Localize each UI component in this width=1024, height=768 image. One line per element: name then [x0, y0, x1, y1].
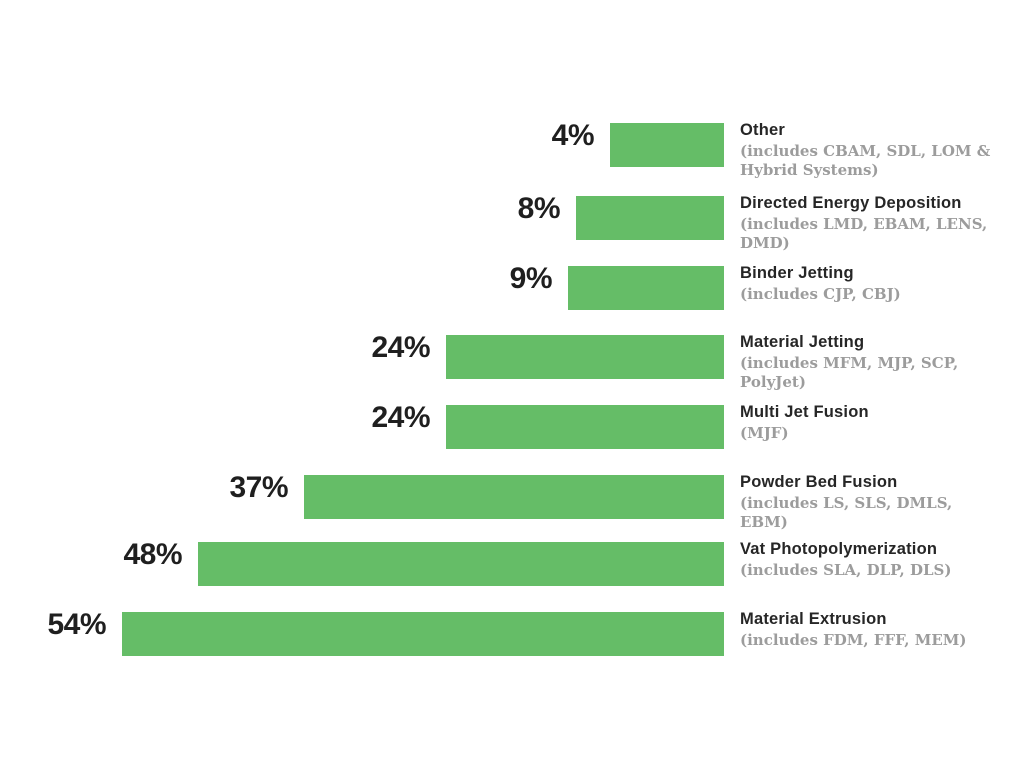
- bar-track: 8%: [0, 192, 724, 240]
- category-label: Directed Energy Deposition (includes LMD…: [740, 194, 1002, 253]
- category-subtitle: (includes MFM, MJP, SCP, PolyJet): [740, 354, 959, 391]
- value-label: 24%: [371, 331, 430, 364]
- value-label: 8%: [517, 192, 561, 225]
- bar-row-material-jetting: 24% Material Jetting (includes MFM, MJP,…: [0, 331, 1024, 392]
- category-title: Material Extrusion: [740, 610, 887, 628]
- category-label: Material Extrusion (includes FDM, FFF, M…: [740, 610, 1002, 650]
- category-subtitle: (includes FDM, FFF, MEM): [740, 631, 967, 649]
- category-label: Vat Photopolymerization (includes SLA, D…: [740, 540, 1002, 580]
- bar-track: 54%: [0, 608, 724, 656]
- category-subtitle: (includes CJP, CBJ): [740, 285, 901, 303]
- bar: [576, 196, 724, 240]
- bar: [446, 335, 724, 379]
- category-label: Multi Jet Fusion (MJF): [740, 403, 1002, 443]
- category-title: Binder Jetting: [740, 264, 854, 282]
- category-title: Vat Photopolymerization: [740, 540, 938, 558]
- bar-row-vat-photopolymerization: 48% Vat Photopolymerization (includes SL…: [0, 538, 1024, 586]
- bar-track: 24%: [0, 331, 724, 379]
- bar-track: 48%: [0, 538, 724, 586]
- bar: [304, 475, 724, 519]
- value-label: 48%: [123, 538, 182, 571]
- category-label: Binder Jetting (includes CJP, CBJ): [740, 264, 1002, 304]
- bar: [446, 405, 724, 449]
- bar: [198, 542, 724, 586]
- category-title: Multi Jet Fusion: [740, 403, 869, 421]
- category-subtitle: (includes SLA, DLP, DLS): [740, 561, 952, 579]
- category-title: Directed Energy Deposition: [740, 194, 962, 212]
- category-title: Material Jetting: [740, 333, 865, 351]
- value-label: 24%: [371, 401, 430, 434]
- bar-track: 24%: [0, 401, 724, 449]
- value-label: 4%: [551, 119, 595, 152]
- bar-row-other: 4% Other (includes CBAM, SDL, LOM & Hybr…: [0, 119, 1024, 180]
- bar-row-multi-jet-fusion: 24% Multi Jet Fusion (MJF): [0, 401, 1024, 449]
- bar-row-material-extrusion: 54% Material Extrusion (includes FDM, FF…: [0, 608, 1024, 656]
- bar-track: 37%: [0, 471, 724, 519]
- category-label: Powder Bed Fusion (includes LS, SLS, DML…: [740, 473, 1002, 532]
- category-title: Powder Bed Fusion: [740, 473, 898, 491]
- bar: [122, 612, 724, 656]
- category-label: Material Jetting (includes MFM, MJP, SCP…: [740, 333, 1002, 392]
- category-label: Other (includes CBAM, SDL, LOM & Hybrid …: [740, 121, 1002, 180]
- bar: [610, 123, 724, 167]
- category-subtitle: (MJF): [740, 424, 789, 442]
- category-title: Other: [740, 121, 786, 139]
- category-subtitle: (includes LMD, EBAM, LENS, DMD): [740, 215, 988, 252]
- bar-row-binder-jetting: 9% Binder Jetting (includes CJP, CBJ): [0, 262, 1024, 310]
- bar: [568, 266, 724, 310]
- bar-track: 4%: [0, 119, 724, 167]
- value-label: 37%: [229, 471, 288, 504]
- bar-track: 9%: [0, 262, 724, 310]
- category-subtitle: (includes CBAM, SDL, LOM & Hybrid System…: [740, 142, 991, 179]
- category-subtitle: (includes LS, SLS, DMLS, EBM): [740, 494, 953, 531]
- value-label: 54%: [47, 608, 106, 641]
- bar-row-directed-energy-deposition: 8% Directed Energy Deposition (includes …: [0, 192, 1024, 253]
- bar-row-powder-bed-fusion: 37% Powder Bed Fusion (includes LS, SLS,…: [0, 471, 1024, 532]
- value-label: 9%: [509, 262, 553, 295]
